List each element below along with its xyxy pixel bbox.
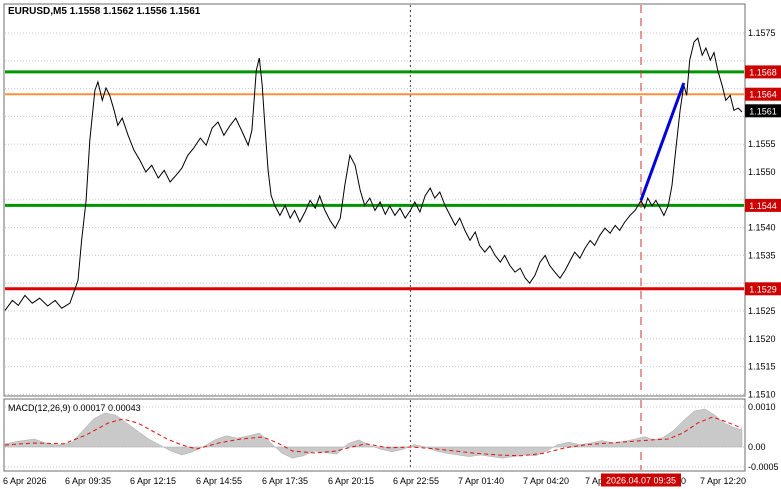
price-badge-text: 1.1529 xyxy=(749,284,777,294)
price-line xyxy=(4,36,743,311)
price-axis-label: 1.1540 xyxy=(748,223,776,233)
macd-panel xyxy=(4,408,743,459)
time-axis-label: 7 Apr 12:20 xyxy=(700,476,746,486)
grid xyxy=(5,32,744,468)
macd-axis-label: 0.00 xyxy=(748,442,766,452)
price-axis-label: 1.1515 xyxy=(748,362,776,372)
time-axis-label: 6 Apr 22:55 xyxy=(393,476,439,486)
price-badge-1.1568 xyxy=(745,65,781,79)
price-series xyxy=(4,36,743,311)
macd-axis-label: 0.0010 xyxy=(748,402,776,412)
price-axis-label: 1.1525 xyxy=(748,306,776,316)
time-axis-label: 6 Apr 17:35 xyxy=(262,476,308,486)
time-axis-label: 6 Apr 2026 xyxy=(3,476,47,486)
price-badge-1.1564 xyxy=(745,87,781,101)
price-axis-label: 1.1575 xyxy=(748,28,776,38)
macd-panel-border xyxy=(3,398,746,472)
cursor-time-badge-text: 2026.04.07 09:35 xyxy=(606,476,676,486)
price-badge-text: 1.1544 xyxy=(749,201,777,211)
time-axis-label: 6 Apr 14:55 xyxy=(196,476,242,486)
axes: 1.1575 1.1555 1.1550 1.1540 1.1535 1.1525 1.15… xyxy=(3,28,781,487)
price-badge-text: 1.1568 xyxy=(749,67,777,77)
time-axis-label: 6 Apr 09:35 xyxy=(65,476,111,486)
cursor-time-badge xyxy=(601,473,681,487)
price-badge-1.1544 xyxy=(745,198,781,212)
macd-axis-label: -0.0005 xyxy=(748,462,779,472)
panel-borders xyxy=(3,3,746,472)
chart-title-ohlc: EURUSD,M5 1.1558 1.1562 1.1556 1.1561 xyxy=(8,6,201,17)
time-axis-label: 6 Apr 20:15 xyxy=(328,476,374,486)
price-axis-label: 1.1550 xyxy=(748,167,776,177)
price-badge-text: 1.1564 xyxy=(749,90,777,100)
price-axis-label: 1.1535 xyxy=(748,250,776,260)
price-axis-label: 1.1555 xyxy=(748,139,776,149)
macd-signal-line xyxy=(4,416,743,457)
time-axis-label: 7 Apr 01:40 xyxy=(458,476,504,486)
time-axis-label: 6 Apr 12:15 xyxy=(130,476,176,486)
price-badge-1.1561 xyxy=(745,104,781,118)
time-axis-label: 7 Apr 04:20 xyxy=(523,476,569,486)
price-badge-1.1529 xyxy=(745,282,781,296)
price-badge-text: 1.1561 xyxy=(749,106,777,116)
macd-label: MACD(12,26,9) 0.00017 0.00043 xyxy=(8,403,141,413)
level-lines xyxy=(5,70,744,291)
macd-histogram xyxy=(4,408,743,459)
price-axis-label: 1.1510 xyxy=(748,389,776,399)
price-axis-label: 1.1520 xyxy=(748,334,776,344)
trend-line xyxy=(639,82,686,201)
vertical-lines xyxy=(409,5,642,470)
